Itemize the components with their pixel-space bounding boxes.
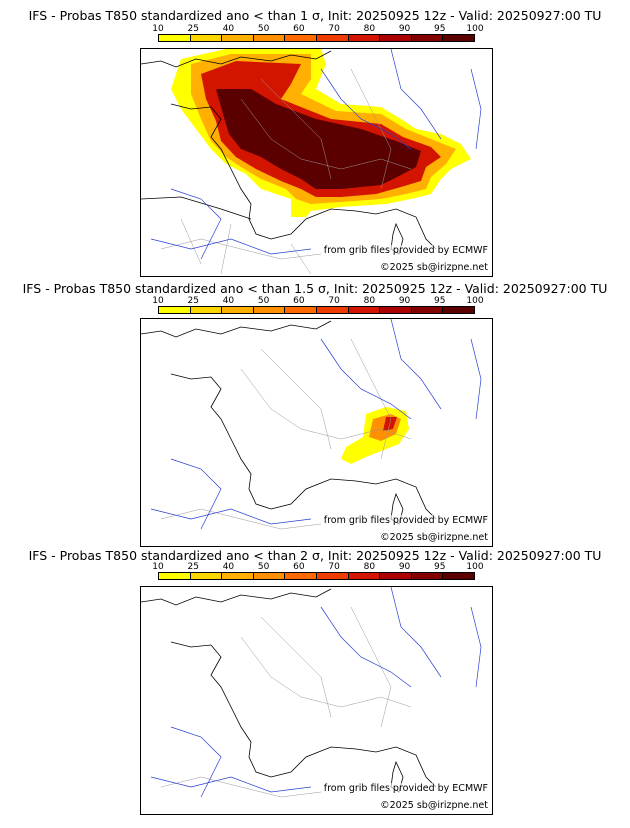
rivers (150, 319, 482, 530)
colorbar-tick-label: 95 (434, 296, 446, 306)
colorbar-swatch (348, 35, 381, 41)
colorbar-swatches (158, 306, 475, 314)
colorbar-swatch (316, 307, 349, 313)
colorbar-tick-label: 60 (293, 562, 305, 572)
panel-3: IFS - Probas T850 standardized ano < tha… (0, 544, 630, 828)
probability-field (341, 407, 409, 464)
colorbar-tick-label: 95 (434, 24, 446, 34)
colorbar-tick-label: 40 (222, 296, 235, 306)
colorbar-tick-label: 90 (398, 296, 411, 306)
coastlines (141, 588, 437, 793)
colorbar-swatch (285, 307, 317, 313)
panel-2: IFS - Probas T850 standardized ano < tha… (0, 276, 630, 552)
colorbar-tick-label: 40 (222, 562, 235, 572)
source-credit: from grib files provided by ECMWF (323, 515, 488, 526)
colorbar-tick-label: 100 (466, 562, 484, 572)
map-2-canvas (141, 319, 482, 530)
colorbar-tick-label: 70 (328, 24, 340, 34)
colorbar-swatch (380, 307, 412, 313)
colorbar-swatch (222, 35, 254, 41)
colorbar-swatch (222, 307, 254, 313)
colorbar-tick-label: 10 (152, 296, 164, 306)
copyright-credit: ©2025 sb@irizpne.net (380, 532, 488, 543)
colorbar-swatch (348, 307, 381, 313)
colorbar-ticks: 10 25 40 50 60 70 80 90 95 100 (152, 562, 483, 573)
colorbar-tick-label: 100 (466, 296, 484, 306)
colorbar-swatch (285, 573, 317, 579)
colorbar-swatch (411, 35, 444, 41)
colorbar-swatch (380, 573, 412, 579)
panel-1: IFS - Probas T850 standardized ano < tha… (0, 0, 630, 280)
colorbar-swatch (380, 35, 412, 41)
colorbar-ticks: 10 25 40 50 60 70 80 90 95 100 (152, 296, 483, 307)
colorbar-tick-label: 50 (257, 562, 270, 572)
map-1-5-sigma: from grib files provided by ECMWF ©2025 … (140, 318, 493, 547)
panel-title: IFS - Probas T850 standardized ano < tha… (22, 281, 608, 296)
map-3-canvas (141, 587, 482, 798)
colorbar-tick-label: 70 (328, 296, 340, 306)
colorbar-swatch (159, 573, 191, 579)
colorbar-tick-label: 80 (363, 562, 376, 572)
colorbar-tick-label: 80 (363, 24, 376, 34)
colorbar-swatch (253, 307, 286, 313)
colorbar-swatch (222, 573, 254, 579)
map-1-sigma: from grib files provided by ECMWF ©2025 … (140, 48, 493, 277)
panel-title: IFS - Probas T850 standardized ano < tha… (28, 548, 602, 563)
colorbar-swatch (443, 35, 474, 41)
colorbar-ticks: 10 25 40 50 60 70 80 90 95 100 (152, 24, 483, 35)
colorbar-tick-label: 25 (187, 24, 199, 34)
colorbar-swatch (190, 573, 223, 579)
source-credit: from grib files provided by ECMWF (323, 783, 488, 794)
colorbar-tick-label: 10 (152, 562, 164, 572)
colorbar-swatch (316, 35, 349, 41)
colorbar-tick-label: 25 (187, 562, 199, 572)
colorbar-tick-label: 60 (293, 296, 305, 306)
colorbar-tick-label: 90 (398, 562, 411, 572)
colorbar-swatch (348, 573, 381, 579)
copyright-credit: ©2025 sb@irizpne.net (380, 262, 488, 273)
colorbar-swatch (159, 307, 191, 313)
source-credit: from grib files provided by ECMWF (323, 245, 488, 256)
colorbar-swatch (253, 35, 286, 41)
colorbar-swatches (158, 34, 475, 42)
colorbar-tick-label: 10 (152, 24, 164, 34)
colorbar-tick-label: 80 (363, 296, 376, 306)
colorbar-tick-label: 40 (222, 24, 235, 34)
colorbar-swatch (411, 307, 444, 313)
colorbar-tick-label: 95 (434, 562, 446, 572)
map-1-canvas (141, 49, 482, 275)
colorbar-swatches (158, 572, 475, 580)
colorbar-tick-label: 25 (187, 296, 199, 306)
colorbar-swatch (316, 573, 349, 579)
rivers (150, 587, 482, 798)
colorbar-swatch (443, 307, 474, 313)
colorbar-swatch (285, 35, 317, 41)
panel-title: IFS - Probas T850 standardized ano < tha… (28, 8, 602, 23)
colorbar-swatch (190, 35, 223, 41)
colorbar-tick-label: 100 (466, 24, 484, 34)
map-2-sigma: from grib files provided by ECMWF ©2025 … (140, 586, 493, 815)
colorbar-swatch (190, 307, 223, 313)
colorbar-tick-label: 90 (398, 24, 411, 34)
rivers (150, 49, 482, 260)
colorbar-tick-label: 50 (257, 296, 270, 306)
colorbar-tick-label: 60 (293, 24, 305, 34)
admin-borders (160, 606, 412, 798)
colorbar-tick-label: 50 (257, 24, 270, 34)
colorbar-swatch (253, 573, 286, 579)
colorbar-tick-label: 70 (328, 562, 340, 572)
copyright-credit: ©2025 sb@irizpne.net (380, 800, 488, 811)
colorbar-swatch (443, 573, 474, 579)
probability-field (171, 49, 471, 217)
colorbar-swatch (411, 573, 444, 579)
colorbar-swatch (159, 35, 191, 41)
